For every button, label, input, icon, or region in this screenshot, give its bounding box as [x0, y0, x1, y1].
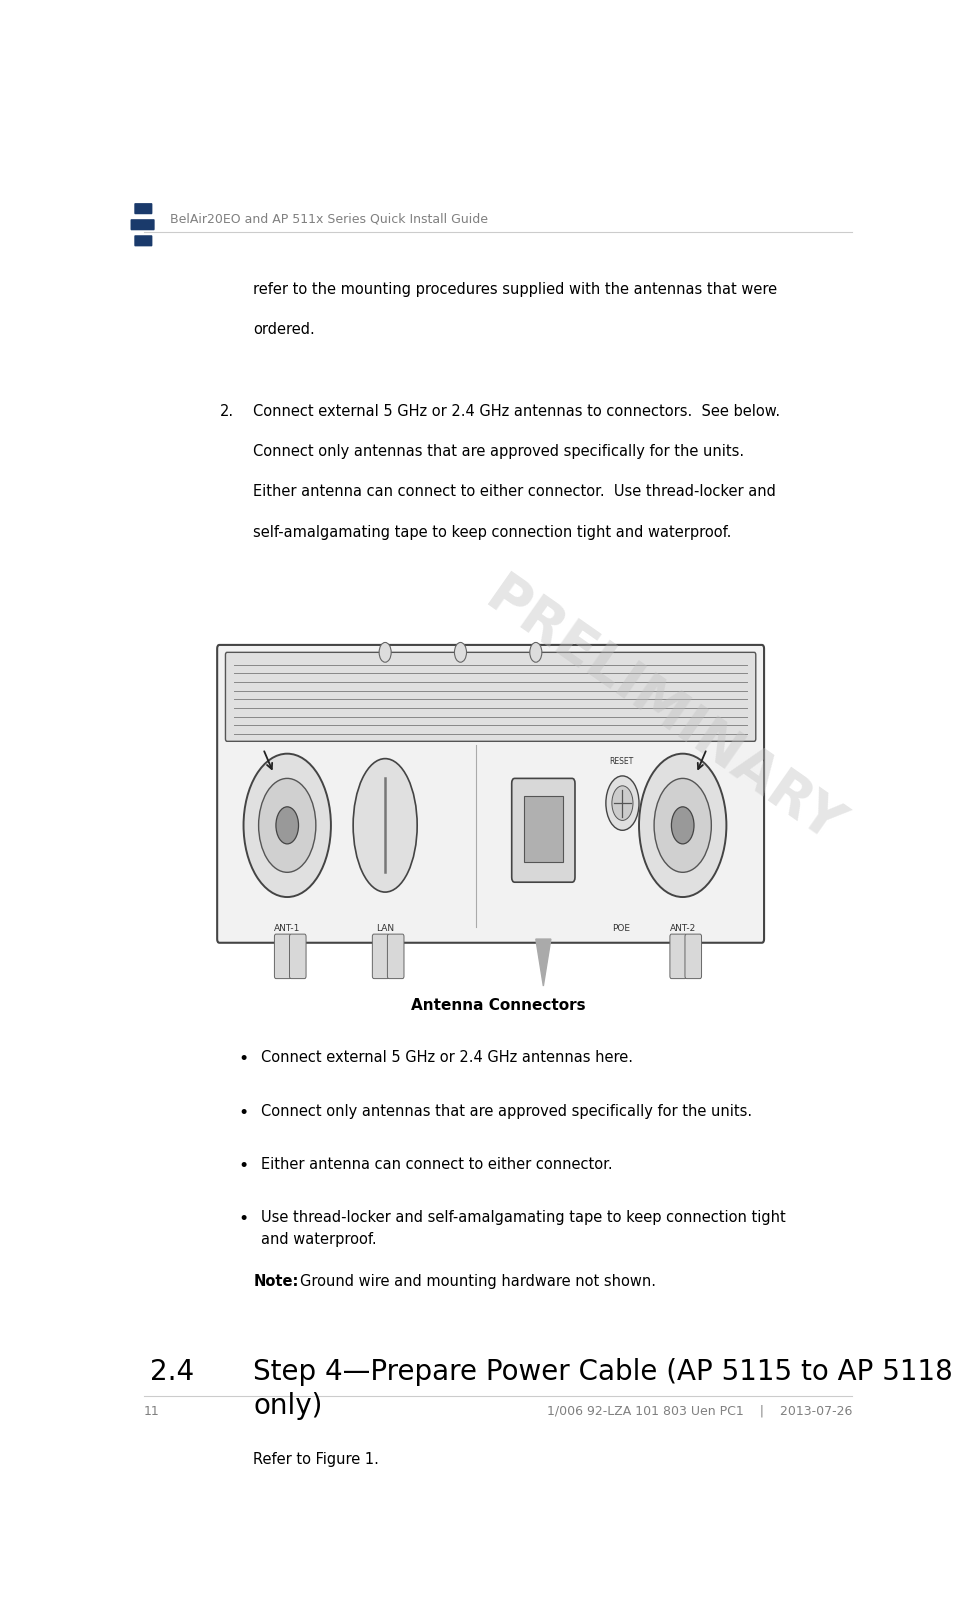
- Text: •: •: [238, 1157, 249, 1175]
- Circle shape: [654, 778, 712, 872]
- Text: self-amalgamating tape to keep connection tight and waterproof.: self-amalgamating tape to keep connectio…: [254, 525, 732, 539]
- FancyBboxPatch shape: [130, 220, 155, 230]
- Text: Connect only antennas that are approved specifically for the units.: Connect only antennas that are approved …: [254, 445, 745, 459]
- FancyBboxPatch shape: [372, 934, 389, 979]
- Text: Step 4—Prepare Power Cable (AP 5115 to AP 5118
only): Step 4—Prepare Power Cable (AP 5115 to A…: [254, 1358, 954, 1420]
- Text: LAN: LAN: [376, 924, 395, 933]
- Text: ordered.: ordered.: [254, 323, 315, 337]
- Text: BelAir20EO and AP 511x Series Quick Install Guide: BelAir20EO and AP 511x Series Quick Inst…: [170, 212, 489, 225]
- Text: POE: POE: [612, 924, 630, 933]
- Text: 2.: 2.: [220, 404, 233, 419]
- Text: Antenna Connectors: Antenna Connectors: [411, 998, 585, 1013]
- Text: Note:: Note:: [254, 1274, 298, 1289]
- Text: •: •: [238, 1104, 249, 1122]
- Text: 2.4: 2.4: [150, 1358, 194, 1385]
- Text: Either antenna can connect to either connector.  Use thread-locker and: Either antenna can connect to either con…: [254, 485, 777, 499]
- FancyBboxPatch shape: [134, 236, 153, 246]
- Circle shape: [455, 642, 467, 663]
- Circle shape: [276, 807, 298, 844]
- Text: Connect only antennas that are approved specifically for the units.: Connect only antennas that are approved …: [260, 1104, 752, 1119]
- FancyBboxPatch shape: [274, 934, 291, 979]
- Circle shape: [672, 807, 694, 844]
- FancyBboxPatch shape: [217, 645, 764, 942]
- Circle shape: [530, 642, 541, 663]
- Text: Ground wire and mounting hardware not shown.: Ground wire and mounting hardware not sh…: [300, 1274, 656, 1289]
- Circle shape: [639, 754, 726, 897]
- Circle shape: [259, 778, 316, 872]
- FancyBboxPatch shape: [290, 934, 306, 979]
- Text: •: •: [238, 1050, 249, 1069]
- FancyBboxPatch shape: [670, 934, 686, 979]
- FancyBboxPatch shape: [134, 204, 153, 213]
- Text: Connect external 5 GHz or 2.4 GHz antennas here.: Connect external 5 GHz or 2.4 GHz antenn…: [260, 1050, 633, 1066]
- Circle shape: [612, 786, 633, 820]
- FancyBboxPatch shape: [685, 934, 702, 979]
- Text: RESET: RESET: [608, 758, 633, 766]
- FancyBboxPatch shape: [226, 652, 756, 742]
- Text: 1/006 92-LZA 101 803 Uen PC1    |    2013-07-26: 1/006 92-LZA 101 803 Uen PC1 | 2013-07-2…: [547, 1404, 852, 1417]
- Text: ANT-1: ANT-1: [274, 924, 300, 933]
- Text: •: •: [238, 1210, 249, 1228]
- Circle shape: [606, 775, 639, 830]
- Circle shape: [244, 754, 330, 897]
- Text: PRELIMINARY: PRELIMINARY: [475, 568, 852, 855]
- Polygon shape: [536, 939, 551, 985]
- Text: Either antenna can connect to either connector.: Either antenna can connect to either con…: [260, 1157, 612, 1172]
- FancyBboxPatch shape: [388, 934, 404, 979]
- Text: refer to the mounting procedures supplied with the antennas that were: refer to the mounting procedures supplie…: [254, 281, 778, 297]
- Text: Refer to Figure 1.: Refer to Figure 1.: [254, 1451, 379, 1467]
- FancyBboxPatch shape: [524, 796, 563, 862]
- Text: Use thread-locker and self-amalgamating tape to keep connection tight
and waterp: Use thread-locker and self-amalgamating …: [260, 1210, 785, 1247]
- Circle shape: [379, 642, 391, 663]
- Ellipse shape: [353, 759, 417, 892]
- Text: ANT-2: ANT-2: [670, 924, 696, 933]
- FancyBboxPatch shape: [511, 778, 575, 883]
- Text: 11: 11: [144, 1404, 159, 1417]
- Text: Connect external 5 GHz or 2.4 GHz antennas to connectors.  See below.: Connect external 5 GHz or 2.4 GHz antenn…: [254, 404, 781, 419]
